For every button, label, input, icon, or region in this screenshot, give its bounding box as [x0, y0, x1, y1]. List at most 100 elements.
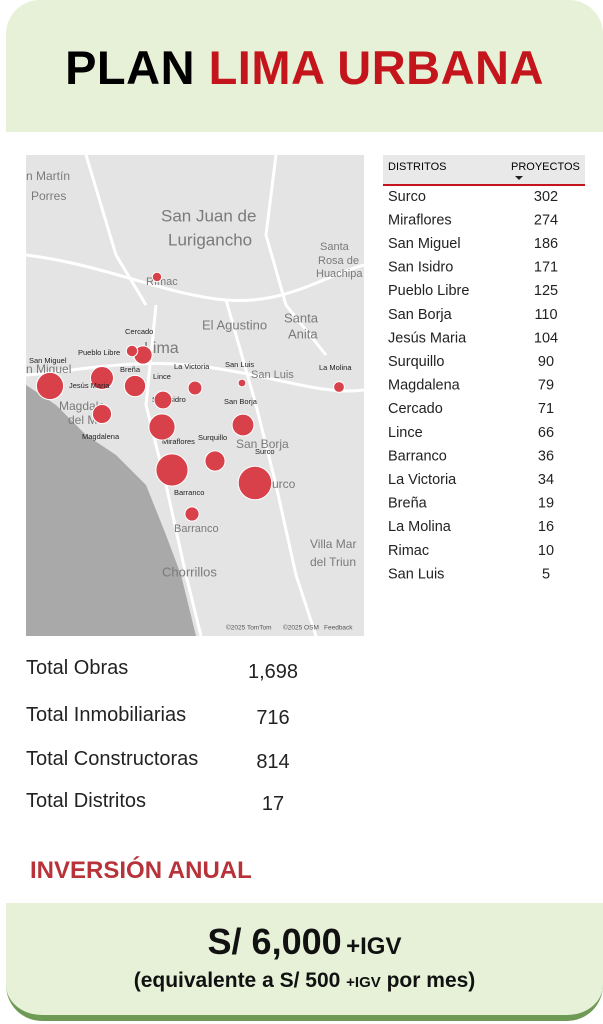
place-label: Barranco	[174, 523, 219, 535]
district-count: 302	[534, 189, 558, 205]
district-count: 104	[534, 330, 558, 346]
district-count: 171	[534, 260, 558, 276]
district-count: 10	[538, 543, 554, 559]
stat-value: 814	[256, 751, 290, 773]
map: n Martín Porres San Juan de Lurigancho Santa…	[26, 155, 364, 636]
price: S/ 6,000 +IGV	[6, 921, 603, 963]
place-label: San Luis	[251, 369, 294, 381]
district-name: San Borja	[388, 307, 453, 323]
bubble-label: Surco	[255, 447, 275, 456]
bubble	[184, 506, 200, 522]
bubble-label: Pueblo Libre	[78, 348, 120, 357]
note-end: por mes)	[386, 969, 476, 992]
bubble	[151, 271, 163, 283]
place-label: del Triun	[310, 555, 356, 569]
place-label: Chorrillos	[162, 564, 217, 579]
district-count: 66	[538, 425, 554, 441]
bubble-label: Jesús Maria	[69, 381, 110, 390]
section-title: INVERSIÓN ANUAL	[30, 857, 252, 884]
roads	[26, 155, 364, 636]
stat-label: Total Constructoras	[26, 748, 199, 770]
place-label: del M	[68, 413, 97, 427]
place-label: Huachipa	[316, 268, 363, 280]
place-label: El Agustino	[202, 317, 267, 332]
bubble-label: La Victoria	[174, 362, 210, 371]
bubble	[333, 381, 345, 393]
bubble	[237, 378, 247, 388]
bubble	[237, 465, 273, 501]
district-name: Jesús Maria	[388, 330, 467, 346]
district-name: Rimac	[388, 543, 429, 559]
title: PLAN LIMA URBANA	[6, 0, 603, 95]
bubble-label: San Miguel	[29, 356, 67, 365]
bubble	[231, 413, 255, 437]
bubble	[123, 374, 147, 398]
sea	[26, 385, 196, 636]
bubble-label: San Borja	[224, 397, 258, 406]
table-header-bg	[383, 155, 585, 185]
column-header: DISTRITOS	[388, 161, 446, 173]
bubble	[148, 413, 176, 441]
district-count: 90	[538, 354, 554, 370]
note-start: (equivalente a S/ 500	[133, 969, 341, 992]
title-black: PLAN	[65, 41, 196, 94]
district-count: 71	[538, 401, 554, 417]
map-credit: ©2025 TomTom	[226, 624, 272, 632]
column-header: PROYECTOS	[511, 161, 580, 173]
district-count: 274	[534, 212, 558, 228]
district-count: 125	[534, 283, 558, 299]
place-label: San Juan de	[161, 206, 256, 225]
map-credit: ©2025 OSM	[283, 624, 319, 632]
stat-label: Total Inmobiliarias	[26, 704, 187, 726]
bubble-label: Cercado	[125, 327, 153, 336]
district-count: 34	[538, 472, 554, 488]
district-count: 5	[542, 566, 550, 582]
table: DISTRITOS PROYECTOS Surco 302 Miraflores 27…	[383, 155, 585, 582]
bubble-label: Breña	[120, 365, 141, 374]
place-label: Santa	[284, 310, 319, 325]
sort-icon	[515, 176, 523, 180]
bubble-label: Miraflores	[162, 437, 195, 446]
bubble	[187, 380, 203, 396]
bubble	[91, 403, 113, 425]
bubble	[204, 450, 226, 472]
place-label: Rosa de	[318, 255, 359, 267]
price-note: (equivalente a S/ 500 +IGV por mes)	[6, 969, 603, 993]
place-label: Rímac	[146, 276, 178, 288]
district-count: 186	[534, 236, 558, 252]
place-label: Anita	[288, 326, 318, 341]
bubble-label: Surquillo	[198, 433, 227, 442]
district-name: Lince	[388, 425, 423, 441]
district-name: Magdalena	[388, 378, 461, 394]
district-name: La Molina	[388, 519, 452, 535]
district-name: San Miguel	[388, 236, 461, 252]
place-label: Lurigancho	[168, 230, 252, 249]
place-label: n Martín	[26, 169, 70, 183]
district-count: 19	[538, 496, 554, 512]
note-suffix: +IGV	[346, 974, 381, 991]
price-suffix: +IGV	[346, 933, 402, 960]
header: PLAN LIMA URBANA	[6, 0, 603, 132]
price-amount: S/ 6,000	[207, 921, 342, 962]
price-box: S/ 6,000 +IGV (equivalente a S/ 500 +IGV…	[6, 903, 603, 1021]
bubble	[89, 365, 115, 391]
place-label: Santa	[320, 241, 350, 253]
district-count: 16	[538, 519, 554, 535]
bubble-label: Magdalena	[82, 432, 120, 441]
district-name: Surco	[388, 189, 426, 205]
place-label: Lima	[144, 340, 179, 357]
place-label: Porres	[31, 189, 66, 203]
place-label: Villa Mar	[310, 537, 356, 551]
district-name: Surquillo	[388, 354, 444, 370]
bubble	[125, 344, 139, 358]
map-credit: Feedback	[324, 625, 353, 632]
district-count: 110	[534, 307, 557, 323]
district-count: 79	[538, 378, 554, 394]
stat-value: 1,698	[247, 661, 299, 683]
bubble	[153, 390, 173, 410]
bubble-label: La Molina	[319, 363, 352, 372]
district-name: San Luis	[388, 566, 444, 582]
title-red: LIMA URBANA	[208, 41, 544, 94]
bubble-label: San Luis	[225, 360, 254, 369]
